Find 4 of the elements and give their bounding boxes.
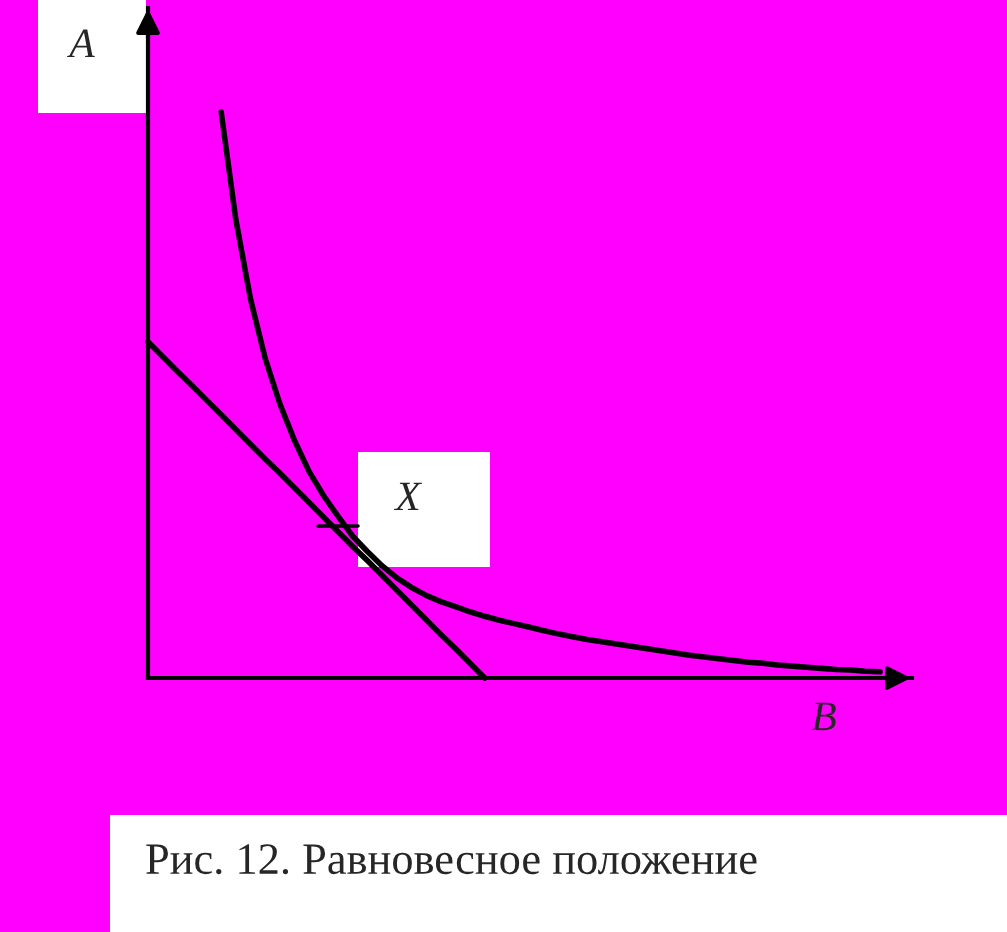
x-axis-title: B bbox=[811, 702, 836, 731]
y-axis-title: A bbox=[67, 29, 95, 58]
annotation: X bbox=[393, 482, 423, 511]
text: Рис. 12. Равновесное положение bbox=[146, 844, 757, 875]
